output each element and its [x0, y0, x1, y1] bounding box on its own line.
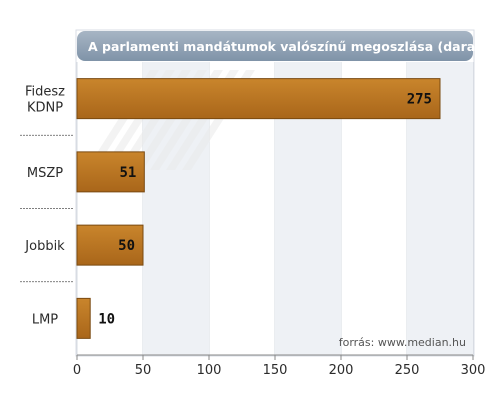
- chart-title: A parlamenti mandátumok valószínű megosz…: [88, 39, 490, 54]
- bar-1: [76, 151, 145, 193]
- bar-3: [76, 297, 91, 339]
- x-tick-label: 0: [73, 363, 81, 378]
- title-bar: [77, 31, 473, 61]
- bar-0: [76, 78, 441, 120]
- value-label-1: 51: [119, 165, 136, 181]
- x-tick-label: 200: [329, 363, 354, 378]
- category-label-1: MSZP: [27, 166, 63, 181]
- x-tick-label: 50: [135, 363, 152, 378]
- category-label-2: Jobbik: [24, 239, 65, 254]
- x-tick-label: 250: [395, 363, 420, 378]
- x-tick-label: 150: [263, 363, 288, 378]
- x-axis: 0 50 100 150 200 250 300: [73, 354, 486, 378]
- bars: [76, 78, 441, 339]
- bar-2: [76, 224, 144, 266]
- value-label-2: 50: [118, 238, 135, 254]
- x-tick-label: 100: [197, 363, 222, 378]
- category-labels: Fidesz KDNP MSZP Jobbik LMP: [20, 85, 74, 327]
- value-label-3: 10: [98, 311, 115, 327]
- value-label-0: 275: [407, 92, 432, 108]
- source-note: forrás: www.median.hu: [339, 336, 466, 349]
- value-labels: 275 51 50 10: [98, 92, 432, 328]
- x-tick-label: 300: [461, 363, 486, 378]
- category-label-3: LMP: [32, 312, 58, 327]
- category-label-0: Fidesz KDNP: [25, 85, 65, 116]
